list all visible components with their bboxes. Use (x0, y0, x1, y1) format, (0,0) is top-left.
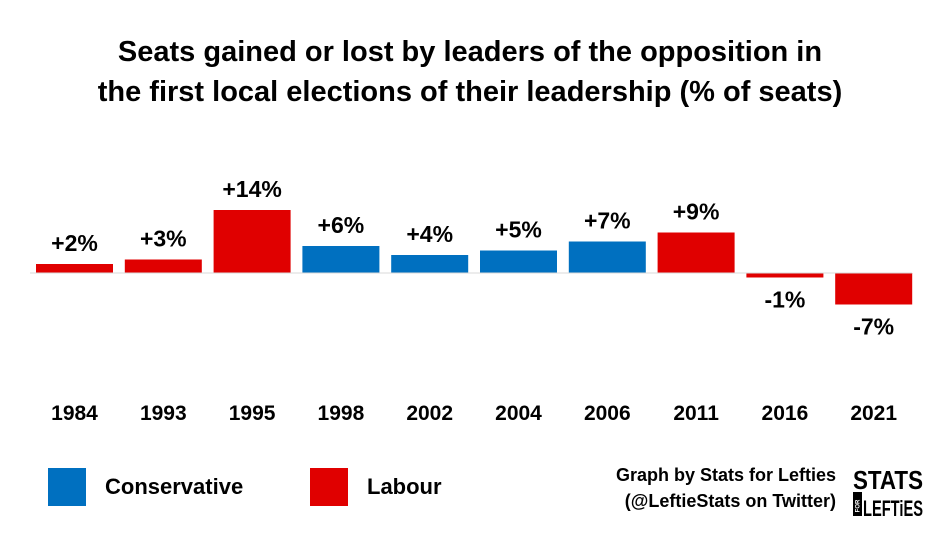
x-tick-2011: 2011 (673, 402, 719, 425)
chart-title: Seats gained or lost by leaders of the o… (0, 32, 940, 112)
title-line-2: the first local elections of their leade… (97, 76, 843, 108)
x-tick-2006: 2006 (584, 402, 631, 425)
x-tick-1993: 1993 (140, 402, 187, 425)
bar-2002 (391, 255, 469, 273)
legend-swatch-conservative (48, 468, 86, 506)
legend-swatch-labour (310, 468, 348, 506)
bar-1984 (36, 264, 113, 273)
credit-line-2: (@LeftieStats on Twitter) (624, 491, 836, 511)
x-tick-1995: 1995 (229, 402, 276, 425)
data-label-1993: +3% (140, 226, 187, 252)
credit-line-1: Graph by Stats for Lefties (615, 465, 836, 485)
logo-text-bottom: LEFTiES (863, 496, 923, 518)
bar-2004 (480, 250, 557, 273)
x-tick-2021: 2021 (850, 402, 897, 425)
x-tick-2016: 2016 (762, 402, 809, 425)
bar-2011 (657, 232, 735, 273)
legend-label-labour: Labour (367, 474, 442, 499)
credit-text: Graph by Stats for Lefties (@LeftieStats… (566, 462, 836, 514)
legend-conservative: Conservative (48, 468, 243, 506)
data-label-1984: +2% (51, 230, 98, 256)
data-label-2002: +4% (406, 221, 453, 247)
data-label-1995: +14% (222, 176, 281, 202)
x-tick-1998: 1998 (318, 402, 365, 425)
data-label-2004: +5% (495, 217, 542, 243)
x-tick-2002: 2002 (406, 402, 453, 425)
legend-labour: Labour (310, 468, 442, 506)
data-label-2021: -7% (853, 314, 894, 340)
data-label-2006: +7% (584, 208, 631, 234)
bar-2016 (746, 273, 824, 278)
data-label-2016: -1% (764, 287, 805, 313)
data-label-1998: +6% (318, 212, 365, 238)
bar-2021 (835, 273, 913, 305)
logo-text-top: STATS (853, 465, 923, 495)
title-line-1: Seats gained or lost by leaders of the o… (117, 36, 823, 68)
x-tick-1984: 1984 (51, 402, 98, 425)
bar-1993 (124, 259, 202, 273)
data-label-2011: +9% (673, 199, 720, 225)
x-tick-2004: 2004 (495, 402, 542, 425)
logo-bar (853, 492, 862, 516)
bar-1998 (302, 246, 380, 273)
bar-2006 (568, 241, 646, 273)
bar-1995 (213, 210, 291, 273)
logo-text-side: FOR (856, 499, 862, 512)
legend-label-conservative: Conservative (105, 474, 244, 499)
stats-for-lefties-logo: STATS FOR LEFTiES (853, 465, 923, 518)
